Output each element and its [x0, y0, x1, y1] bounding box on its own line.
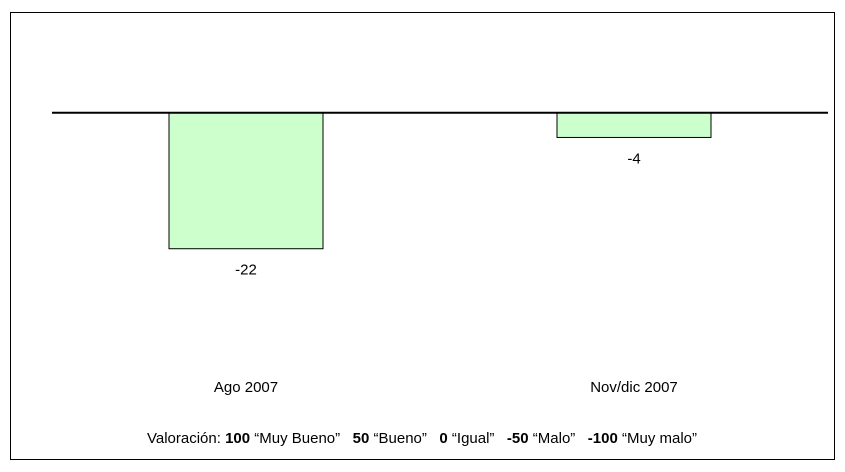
note-part: 50 — [353, 430, 370, 447]
bar — [556, 112, 712, 138]
footnote: Valoración: 100 “Muy Bueno” 50 “Bueno” 0… — [147, 430, 697, 447]
chart-frame — [10, 12, 835, 460]
note-part: Valoración: — [147, 430, 225, 447]
data-label: -22 — [235, 262, 257, 279]
note-part: “Malo” — [529, 430, 588, 447]
x-tick-label: Ago 2007 — [214, 379, 278, 396]
note-part: “Muy Bueno” — [250, 430, 353, 447]
note-part: -100 — [588, 430, 618, 447]
data-label: -4 — [627, 150, 640, 167]
note-part: “Bueno” — [369, 430, 439, 447]
note-part: “Muy malo” — [618, 430, 697, 447]
note-part: 100 — [225, 430, 250, 447]
note-part: “Igual” — [448, 430, 507, 447]
x-tick-label: Nov/dic 2007 — [590, 379, 678, 396]
note-part: -50 — [507, 430, 529, 447]
note-part: 0 — [439, 430, 447, 447]
bar — [168, 112, 324, 250]
